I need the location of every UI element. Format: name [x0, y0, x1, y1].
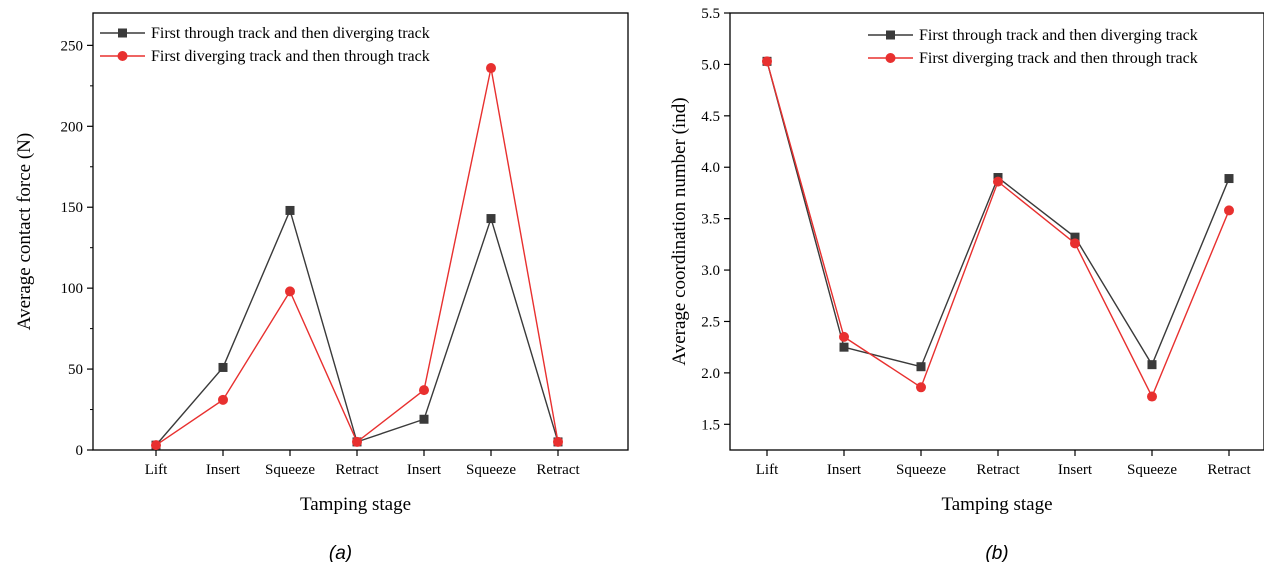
data-point — [839, 342, 849, 352]
data-point — [993, 176, 1003, 187]
x-tick-label: Insert — [206, 462, 241, 478]
y-tick-label: 2.5 — [701, 314, 720, 330]
data-point — [218, 394, 228, 405]
y-tick-label: 5.0 — [701, 57, 720, 73]
chart-panel-b: 1.5 2.0 2.5 3.0 3.5 4.0 4.5 5.0 5.5 Lift Insert Squ… — [669, 6, 1264, 562]
plot-frame — [729, 12, 1264, 451]
x-tick-label: Squeeze — [466, 462, 516, 478]
data-point — [419, 385, 429, 396]
data-point — [218, 362, 228, 372]
panel-label: (a) — [329, 543, 352, 562]
series-line — [155, 208, 559, 446]
x-tick-label: Retract — [976, 462, 1020, 478]
legend-label: First diverging track and then through t… — [151, 48, 430, 65]
y-tick-label: 50 — [68, 362, 83, 378]
y-tick-label: 4.0 — [701, 160, 720, 176]
y-axis-title: Average coordination number (ind) — [669, 97, 690, 365]
legend-marker — [117, 51, 128, 61]
y-tick-label: 200 — [61, 119, 84, 135]
y-tick-label: 3.0 — [701, 263, 720, 279]
x-tick-label: Insert — [827, 462, 862, 478]
legend-marker — [118, 28, 127, 38]
data-point — [916, 382, 926, 393]
data-point — [1147, 360, 1157, 370]
legend-marker — [886, 30, 895, 40]
y-tick-label: 100 — [61, 281, 84, 297]
data-point — [151, 440, 161, 451]
y-tick-label: 2.0 — [701, 366, 720, 382]
data-point — [1224, 205, 1234, 216]
data-point — [1147, 391, 1157, 402]
x-tick-label: Retract — [335, 462, 379, 478]
series-1 — [151, 205, 563, 450]
data-point — [1224, 174, 1234, 184]
x-axis-title: Tamping stage — [941, 494, 1052, 515]
data-point — [1070, 232, 1080, 242]
series-2 — [151, 63, 563, 451]
legend: First through track and then diverging t… — [868, 27, 1198, 67]
x-tick-label: Lift — [145, 462, 168, 478]
y-tick-label: 1.5 — [701, 417, 720, 433]
x-axis-title: Tamping stage — [300, 494, 411, 515]
data-point — [285, 286, 295, 297]
series-line — [155, 67, 559, 446]
series-line — [766, 61, 1230, 368]
x-tick-label: Lift — [756, 462, 779, 478]
data-point — [486, 63, 496, 74]
x-tick-label: Squeeze — [265, 462, 315, 478]
data-point — [352, 436, 362, 447]
y-tick-label: 0 — [76, 443, 84, 459]
x-tick-label: Retract — [536, 462, 580, 478]
data-point — [285, 205, 295, 215]
legend-marker — [885, 53, 896, 63]
x-tick-label: Insert — [407, 462, 442, 478]
panel-label: (b) — [985, 543, 1008, 562]
y-tick-label: 250 — [61, 38, 84, 54]
data-point — [486, 214, 496, 224]
plot-frame — [92, 12, 629, 451]
legend: First through track and then diverging t… — [100, 25, 430, 65]
legend-label: First through track and then diverging t… — [151, 25, 430, 42]
x-tick-label: Squeeze — [1127, 462, 1177, 478]
data-point — [553, 436, 563, 447]
x-tick-label: Squeeze — [896, 462, 946, 478]
y-tick-label: 5.5 — [701, 6, 720, 22]
x-tick-label: Retract — [1207, 462, 1251, 478]
data-point — [1070, 238, 1080, 249]
series-1 — [762, 56, 1234, 372]
x-tick-label: Insert — [1058, 462, 1093, 478]
data-point — [839, 331, 849, 342]
y-tick-label: 150 — [61, 200, 84, 216]
data-point — [916, 362, 926, 372]
data-point — [762, 56, 772, 67]
data-point — [419, 414, 429, 424]
series-2 — [762, 56, 1234, 402]
y-axis-title: Average contact force (N) — [14, 133, 35, 330]
y-tick-label: 3.5 — [701, 212, 720, 228]
legend-label: First diverging track and then through t… — [919, 50, 1198, 67]
legend-label: First through track and then diverging t… — [919, 27, 1198, 44]
chart-panel-a: 0 50 100 150 200 250 Lift Insert Squeeze Retract I… — [14, 12, 629, 562]
y-tick-label: 4.5 — [701, 109, 720, 125]
